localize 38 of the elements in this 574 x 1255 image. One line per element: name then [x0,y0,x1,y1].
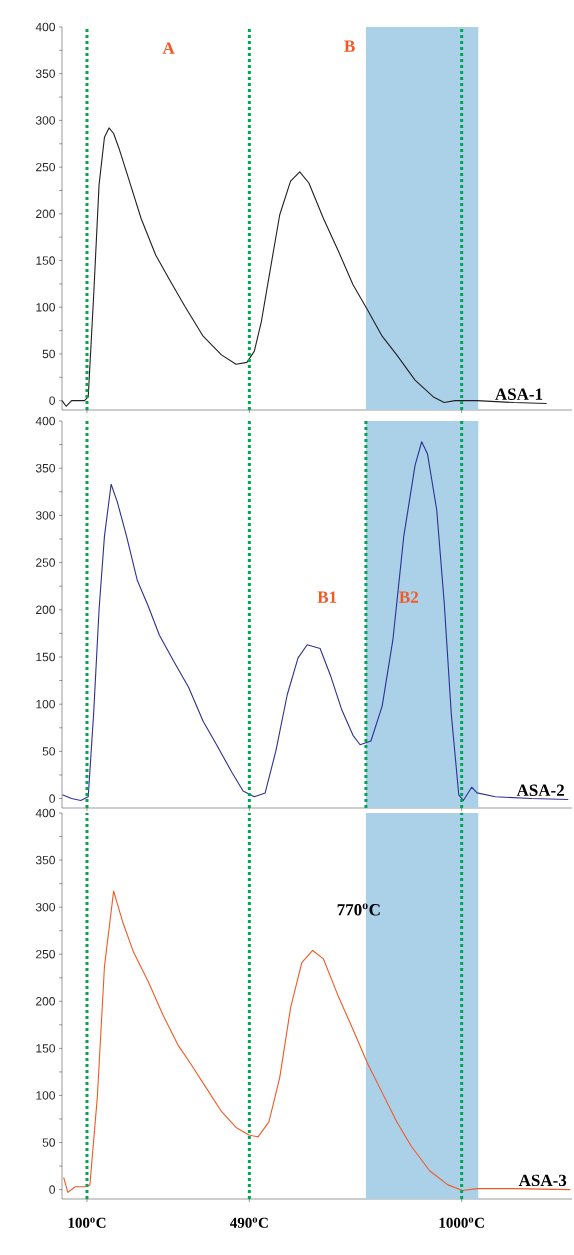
x-tick-label: 100$^{o}$C [68,1217,106,1228]
y-tick-label: 50 [42,1138,55,1147]
y-tick-label: 300 [35,116,55,125]
y-tick-label: 50 [42,747,55,756]
y-tick-label: 400 [35,22,55,32]
y-tick-label: 350 [35,69,55,78]
y-tick-label: 200 [36,997,55,1006]
y-tick-label: 350 [35,463,55,473]
y-tick-label: 100 [36,303,55,312]
y-tick-label: 100 [36,699,55,709]
y-tick-label: 0 [49,794,55,803]
y-tick-label: 150 [36,652,55,662]
x-tick-label: 1000$^{o}$C [439,1217,484,1228]
y-tick-label: 300 [35,511,55,520]
y-tick-label: 250 [36,949,55,959]
series-label: ASA-3 [518,1174,567,1187]
annotation: B1 [317,591,337,603]
y-tick-label: 0 [49,1185,55,1194]
y-tick-label: 150 [36,1044,55,1053]
y-tick-label: 400 [35,808,55,818]
y-tick-label: 400 [35,416,55,426]
x-tick-label: 490$^{o}$C [230,1217,268,1228]
annotation: 770$^{o}$C [337,903,380,916]
y-tick-label: 250 [36,558,55,567]
annotation: B2 [399,591,418,603]
y-tick-label: 350 [35,855,55,865]
y-tick-label: 200 [36,605,55,615]
y-tick-label: 200 [36,209,55,219]
y-tick-label: 0 [49,396,55,405]
y-tick-label: 100 [36,1091,55,1100]
annotation: A [162,42,175,54]
y-tick-label: 50 [42,349,55,359]
y-tick-label: 150 [36,256,55,265]
series-label: ASA-1 [495,388,543,400]
series-label: ASA-2 [516,784,564,796]
annotation: B [344,40,355,52]
y-tick-label: 300 [35,902,55,912]
y-tick-label: 250 [36,162,55,172]
